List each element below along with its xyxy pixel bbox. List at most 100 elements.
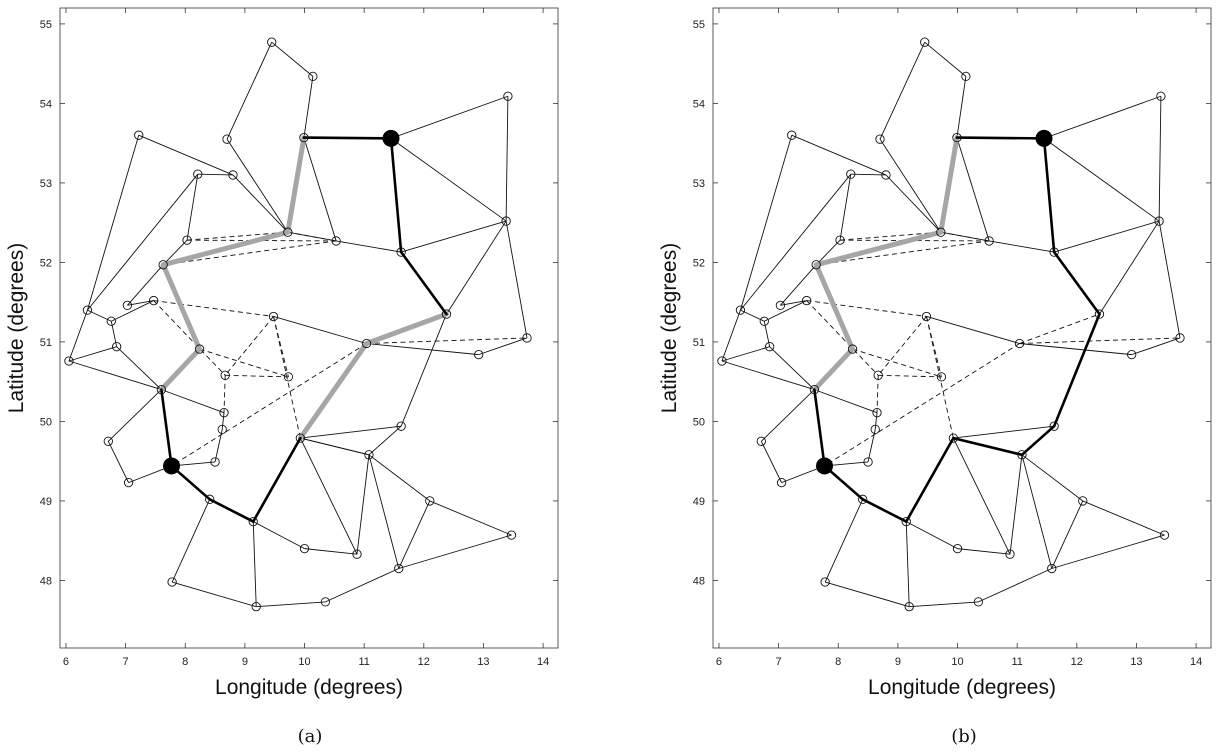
network-node (396, 421, 406, 431)
network-link-dashed (163, 240, 337, 266)
y-tick-label: 50 (40, 416, 52, 428)
network-link (764, 300, 807, 322)
network-link (116, 346, 162, 390)
network-node (364, 450, 374, 460)
network-link (446, 220, 507, 315)
x-tick-label: 10 (951, 656, 963, 668)
network-link (68, 360, 162, 391)
network-link (989, 240, 1055, 253)
network-link-dashed (1019, 313, 1100, 344)
network-node (248, 516, 258, 527)
network-link-dashed (199, 348, 289, 378)
network-link (107, 441, 129, 483)
network-node (425, 496, 435, 506)
network-link (952, 437, 1011, 555)
network-link (253, 521, 305, 550)
network-node (394, 563, 404, 574)
network-node (1094, 309, 1105, 319)
path-gray-segment (160, 229, 291, 268)
network-link (1099, 220, 1160, 315)
x-tick-label: 8 (835, 656, 841, 668)
network-link (926, 316, 1020, 344)
network-node (756, 436, 766, 446)
x-tick-label: 11 (1011, 656, 1022, 668)
x-axis-label: Longitude (degrees) (215, 676, 403, 699)
network-link (791, 134, 887, 176)
network-link-dashed (223, 375, 226, 413)
network-node (268, 311, 279, 322)
plot-frame (712, 7, 1212, 649)
network-node (904, 602, 914, 612)
network-link-dashed (926, 316, 954, 439)
network-link-dashed (273, 316, 289, 378)
x-axis-label: Longitude (degrees) (868, 676, 1056, 699)
network-link (87, 135, 140, 311)
network-node (501, 216, 511, 226)
network-node (948, 433, 959, 443)
network-link (874, 412, 878, 430)
network-link (368, 425, 402, 456)
network-node (103, 436, 113, 446)
network-link (780, 264, 817, 306)
y-tick-label: 50 (693, 416, 705, 428)
network-link (1043, 138, 1160, 222)
network-link (1082, 500, 1165, 536)
network-link-dashed (1019, 337, 1181, 344)
network-node (901, 516, 911, 527)
network-link (162, 239, 188, 266)
network-link (138, 134, 234, 176)
network-link (171, 499, 211, 583)
network-node (320, 597, 331, 607)
y-tick-label: 48 (693, 575, 705, 587)
x-tick-label: 6 (716, 656, 722, 668)
network-link (390, 138, 507, 222)
network-node (875, 134, 885, 144)
terminal-node (1035, 129, 1053, 147)
network-node (775, 300, 786, 310)
terminal-node (816, 457, 834, 475)
network-link (953, 425, 1055, 439)
network-link-dashed (224, 316, 274, 376)
network-link-dashed (153, 300, 226, 376)
network-link (924, 41, 967, 77)
network-node (811, 260, 821, 270)
network-node (112, 342, 122, 352)
network-node (222, 134, 232, 144)
x-tick-label: 9 (895, 656, 901, 668)
network-node (787, 130, 797, 140)
network-link-dashed (806, 300, 879, 376)
x-tick-label: 14 (1190, 656, 1202, 668)
network-node (361, 338, 372, 349)
path-black-segment (813, 388, 826, 468)
y-tick-label: 55 (693, 19, 705, 31)
terminal-node (163, 457, 181, 475)
network-node (299, 132, 309, 143)
network-node (863, 457, 873, 467)
network-link (478, 337, 528, 356)
network-link (867, 429, 876, 463)
x-tick-label: 13 (1130, 656, 1142, 668)
network-node (735, 305, 746, 315)
network-link (839, 174, 852, 241)
network-link (879, 138, 942, 233)
network-node (809, 384, 820, 395)
network-node (920, 37, 930, 47)
network-link (957, 548, 1011, 555)
path-gray-segment (297, 341, 370, 441)
network-link (127, 264, 164, 306)
y-tick-label: 49 (40, 496, 52, 508)
network-link (978, 568, 1052, 603)
network-node (156, 384, 167, 395)
network-link-dashed (171, 343, 367, 467)
x-tick-label: 9 (242, 656, 248, 668)
network-link (161, 389, 225, 414)
network-node (1127, 349, 1137, 360)
network-link (1131, 337, 1181, 356)
network-link (171, 581, 257, 608)
path-black-segment (1020, 424, 1056, 457)
network-link (740, 173, 852, 311)
network-link (107, 389, 162, 442)
network-link-dashed (876, 375, 879, 413)
network-node (210, 457, 220, 467)
